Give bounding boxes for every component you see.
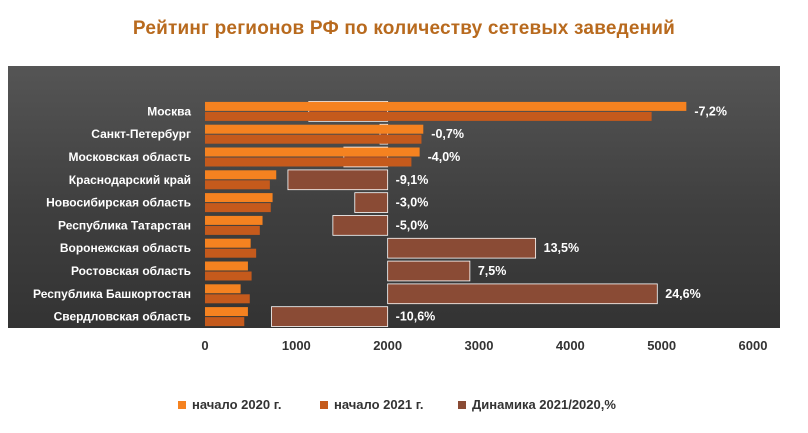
bar-dynamics-8 <box>387 283 658 305</box>
legend-swatch-2021 <box>320 400 328 409</box>
category-label-6: Воронежская область <box>60 241 191 255</box>
bar-dynamics-9 <box>271 306 389 327</box>
x-tick-label-3: 3000 <box>465 338 494 353</box>
chart-title: Рейтинг регионов РФ по количеству сетевы… <box>132 18 676 39</box>
bar-dynamics-5 <box>332 215 389 236</box>
data-label-dynamics-5: -5,0% <box>396 218 429 232</box>
bar-2021-1 <box>205 134 422 144</box>
x-tick-label-5: 5000 <box>647 338 676 353</box>
data-label-dynamics-8: 24,6% <box>665 287 700 301</box>
bar-2021-5 <box>205 225 260 235</box>
bar-dynamics-1 <box>379 123 389 145</box>
bar-2020-5 <box>205 215 263 225</box>
bar-dynamics-6 <box>387 237 537 259</box>
bar-2021-0 <box>205 111 652 121</box>
bar-2020-7 <box>205 261 248 271</box>
bar-2021-4 <box>205 203 271 213</box>
bar-dynamics-3 <box>287 169 389 191</box>
x-tick-label-1: 1000 <box>282 338 311 353</box>
data-label-dynamics-6: 13,5% <box>544 241 579 255</box>
bar-2020-9 <box>205 307 248 317</box>
bar-2021-8 <box>205 294 250 304</box>
bar-2020-0 <box>205 101 687 111</box>
category-label-8: Республика Башкортостан <box>33 287 191 301</box>
data-label-dynamics-9: -10,6% <box>396 310 436 324</box>
category-label-1: Санкт-Петербург <box>91 127 191 141</box>
bar-2020-8 <box>205 284 241 294</box>
legend-swatch-2020 <box>178 400 186 409</box>
x-tick-label-6: 6000 <box>739 338 768 353</box>
data-label-dynamics-3: -9,1% <box>396 173 429 187</box>
bar-2021-7 <box>205 271 252 281</box>
x-tick-label-4: 4000 <box>556 338 585 353</box>
data-label-dynamics-7: 7,5% <box>478 264 507 278</box>
bar-2020-2 <box>205 147 420 157</box>
category-label-7: Ростовская область <box>71 264 191 278</box>
category-label-3: Краснодарский край <box>69 173 191 187</box>
bar-2020-4 <box>205 193 273 203</box>
category-label-2: Московская область <box>69 150 191 164</box>
bar-2021-3 <box>205 180 270 190</box>
bar-2020-3 <box>205 170 277 180</box>
category-label-9: Свердловская область <box>54 310 191 324</box>
data-label-dynamics-0: -7,2% <box>694 104 727 118</box>
bar-2020-1 <box>205 124 424 134</box>
bar-2021-9 <box>205 317 245 327</box>
category-label-5: Республика Татарстан <box>58 218 191 232</box>
legend: начало 2020 г. начало 2021 г. Динамика 2… <box>0 397 808 417</box>
bar-2021-2 <box>205 157 412 167</box>
legend-item-2020: начало 2020 г. <box>178 397 281 412</box>
category-label-0: Москва <box>147 104 191 118</box>
x-tick-label-0: 0 <box>201 338 208 353</box>
legend-item-2021: начало 2021 г. <box>320 397 423 412</box>
legend-swatch-dynamics <box>458 400 466 409</box>
legend-label-dynamics: Динамика 2021/2020,% <box>472 397 616 412</box>
bar-2020-6 <box>205 238 251 248</box>
data-label-dynamics-2: -4,0% <box>428 150 461 164</box>
data-label-dynamics-4: -3,0% <box>396 196 429 210</box>
legend-item-dynamics: Динамика 2021/2020,% <box>458 397 616 412</box>
category-label-4: Новосибирская область <box>46 196 191 210</box>
legend-label-2020: начало 2020 г. <box>192 397 282 412</box>
data-label-dynamics-1: -0,7% <box>431 127 464 141</box>
bar-dynamics-7 <box>387 260 471 282</box>
x-tick-label-2: 2000 <box>373 338 402 353</box>
bar-dynamics-4 <box>354 192 389 213</box>
bar-2021-6 <box>205 248 257 258</box>
legend-label-2021: начало 2021 г. <box>334 397 424 412</box>
